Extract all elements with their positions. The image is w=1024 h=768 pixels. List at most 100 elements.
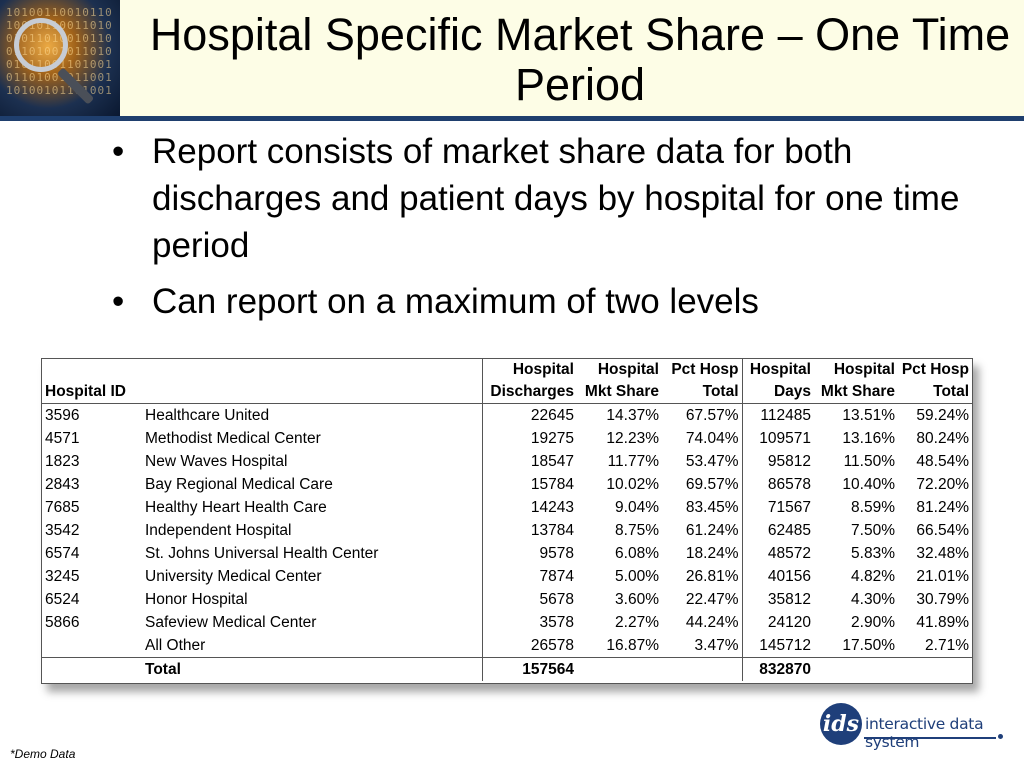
table-cell <box>814 658 898 682</box>
table-cell: 5.00% <box>615 567 659 585</box>
table-cell: 74.04% <box>685 429 739 447</box>
table-cell: 13.51% <box>842 406 895 424</box>
header-cell: Mkt Share <box>577 381 662 404</box>
table-cell: 12.23% <box>606 429 659 447</box>
table-cell: 16.87% <box>577 634 662 658</box>
table-cell <box>42 634 142 658</box>
table-cell: 6524 <box>45 590 80 608</box>
table-cell: 4.30% <box>851 590 895 608</box>
table-cell: 18.24% <box>685 544 739 562</box>
table-cell: 11.77% <box>607 452 659 470</box>
table-cell: 11.50% <box>843 452 895 470</box>
demo-data-footnote: *Demo Data <box>10 747 76 761</box>
table-cell: 44.24% <box>685 613 739 631</box>
ids-logo: ids interactive data system <box>820 703 1010 751</box>
table-cell: 3542 <box>45 521 80 539</box>
table-cell: 26.81% <box>685 567 739 585</box>
table-cell: Bay Regional Medical Care <box>145 475 333 493</box>
header-cell: Total <box>898 381 972 404</box>
table-cell: 72.20% <box>916 475 969 493</box>
table-cell: 32.48% <box>916 544 969 562</box>
header-cell: Discharges <box>481 381 577 404</box>
table-row: 6574 St. Johns Universal Health Center 957… <box>42 542 972 565</box>
table-cell: 53.47% <box>685 452 739 470</box>
table-cell: Total <box>145 660 181 678</box>
table-cell: St. Johns Universal Health Center <box>145 544 379 562</box>
table-cell: 2843 <box>45 475 80 493</box>
table-cell: 5.83% <box>851 544 895 562</box>
header-cell: Mkt Share <box>814 381 898 404</box>
header-cell: Pct Hosp <box>671 361 739 378</box>
table-cell: All Other <box>142 634 482 658</box>
table-cell: 30.79% <box>916 590 969 608</box>
table-row: 1823 New Waves Hospital 18547 11.77% 53.47% 9… <box>42 450 972 473</box>
table-cell: 22.47% <box>685 590 739 608</box>
table-cell: 81.24% <box>916 498 969 516</box>
table-cell: 2.90% <box>851 613 895 631</box>
ids-logo-underline <box>864 737 996 739</box>
table-cell: 6.08% <box>615 544 659 562</box>
header-cell: Total <box>662 381 742 404</box>
table-cell: 8.75% <box>615 521 659 539</box>
table-row: 3596 Healthcare United 22645 14.37% 67.57% 11… <box>42 403 972 427</box>
table-cell: 6574 <box>45 544 80 562</box>
table-cell: 24120 <box>741 611 814 634</box>
table-cell: 83.45% <box>685 498 739 516</box>
table-cell: Healthcare United <box>145 406 270 424</box>
market-share-table: Hospital Hospital Pct Hosp Hospital Hosp… <box>41 358 973 684</box>
table-cell: 22645 <box>481 403 577 427</box>
table-cell: 7874 <box>481 565 577 588</box>
slide-title: Hospital Specific Market Share – One Tim… <box>149 9 1011 110</box>
table-cell: Safeview Medical Center <box>145 613 317 631</box>
table-cell: 157564 <box>481 657 577 681</box>
table-cell: 9.04% <box>615 498 659 516</box>
table-cell: 3596 <box>45 406 80 424</box>
table-cell: 8.59% <box>851 498 895 516</box>
table-cell <box>898 658 972 682</box>
table-cell: 95812 <box>741 450 814 473</box>
table-cell: 13.16% <box>842 429 895 447</box>
table-cell: 7685 <box>45 498 80 516</box>
table-cell: 17.50% <box>814 634 898 658</box>
header-cell: Pct Hosp <box>901 361 969 378</box>
table-header-row: Hospital ID Discharges Mkt Share Total D… <box>42 381 972 404</box>
header-cell: Hospital <box>741 359 814 381</box>
title-bar: 1010011001011010010110011010010110100101… <box>0 0 1024 116</box>
table-row-all-other: All Other 26578 16.87% 3.47% 145712 17.50% 2.7… <box>42 634 972 658</box>
table-cell <box>662 658 742 682</box>
table-cell: 10.02% <box>606 475 659 493</box>
bullet-text: Report consists of market share data for… <box>152 132 960 265</box>
table-cell: 40156 <box>741 565 814 588</box>
table-cell: 3245 <box>45 567 80 585</box>
table-cell: 62485 <box>741 519 814 542</box>
table-row: 7685 Healthy Heart Health Care 14243 9.04% 8… <box>42 496 972 519</box>
table-cell: 66.54% <box>916 521 969 539</box>
table-cell: 1823 <box>45 452 80 470</box>
table-row: 2843 Bay Regional Medical Care 15784 10.02%… <box>42 473 972 496</box>
table-cell: 14243 <box>481 496 577 519</box>
table-cell: 14.37% <box>606 406 659 424</box>
table-cell <box>577 658 662 682</box>
bullet-dot: • <box>112 132 125 171</box>
table-cell: 145712 <box>741 634 814 658</box>
title-divider <box>0 116 1024 121</box>
table-header-row: Hospital Hospital Pct Hosp Hospital Hosp… <box>42 359 972 381</box>
ids-logo-dot <box>998 734 1003 739</box>
table-row: 3542 Independent Hospital 13784 8.75% 61.24%… <box>42 519 972 542</box>
table-cell: 109571 <box>741 427 814 450</box>
table-cell: 832870 <box>741 657 814 681</box>
table-cell: New Waves Hospital <box>145 452 288 470</box>
table-cell: 7.50% <box>851 521 895 539</box>
table-cell: 80.24% <box>916 429 969 447</box>
header-cell: Days <box>741 381 814 404</box>
table-cell: 3.60% <box>615 590 659 608</box>
magnifying-glass-binary-icon: 1010011001011010010110011010010110100101… <box>0 0 120 116</box>
table-row: 4571 Methodist Medical Center 19275 12.23% 7… <box>42 427 972 450</box>
table-cell: 5866 <box>45 613 80 631</box>
table-cell <box>42 658 142 682</box>
table-cell: 48572 <box>741 542 814 565</box>
table-cell: 9578 <box>481 542 577 565</box>
table-cell: 13784 <box>481 519 577 542</box>
header-cell: Hospital <box>481 359 577 381</box>
bullet-list: • Report consists of market share data f… <box>112 128 1002 334</box>
